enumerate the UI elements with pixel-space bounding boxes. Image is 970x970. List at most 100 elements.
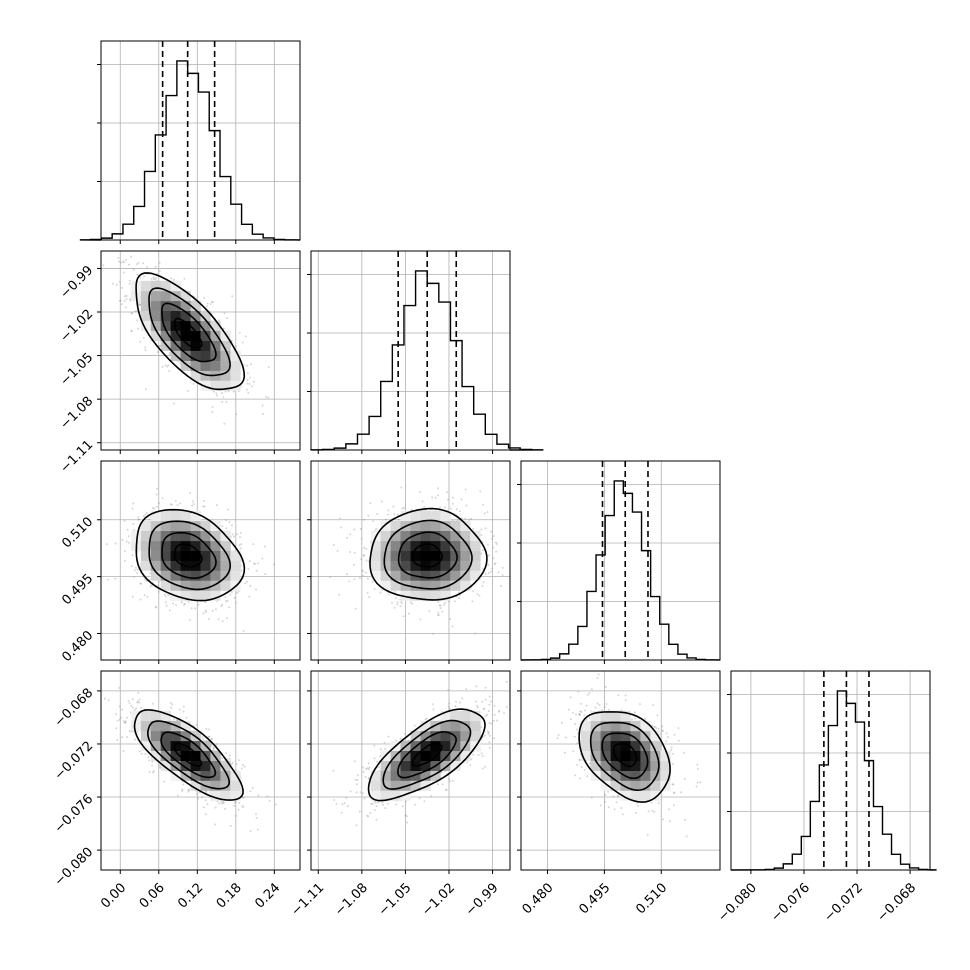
sample-point xyxy=(156,487,159,490)
sample-point xyxy=(230,590,233,593)
sample-point xyxy=(348,580,351,583)
sample-point xyxy=(240,569,243,572)
panel-grid xyxy=(521,461,720,660)
density-cell xyxy=(170,280,181,292)
sample-point xyxy=(217,618,220,621)
sample-point xyxy=(132,502,135,505)
sample-point xyxy=(449,507,452,510)
sample-point xyxy=(202,505,205,508)
sample-point xyxy=(233,596,236,599)
sample-point xyxy=(482,503,484,506)
sample-point xyxy=(444,601,447,604)
sample-point xyxy=(255,569,258,572)
sample-point xyxy=(365,547,368,550)
sample-point xyxy=(183,602,186,605)
sample-point xyxy=(488,695,491,698)
sample-point xyxy=(480,528,483,531)
sample-point xyxy=(137,302,140,305)
sample-point xyxy=(139,276,142,279)
sample-point xyxy=(432,632,435,635)
sample-point xyxy=(190,607,193,610)
density-cell xyxy=(210,330,221,341)
sample-point xyxy=(490,700,492,703)
sample-point xyxy=(122,260,124,263)
sample-point xyxy=(444,506,447,509)
sample-point xyxy=(231,295,234,298)
sample-point xyxy=(250,363,253,366)
sample-point xyxy=(154,605,157,608)
sample-point xyxy=(240,543,243,546)
sample-point xyxy=(338,517,341,520)
density-cell xyxy=(190,350,201,361)
sample-point xyxy=(423,506,426,509)
sample-point xyxy=(353,578,356,581)
sample-point xyxy=(222,396,225,399)
density-cell xyxy=(150,540,162,551)
y-tick-label: 0.480 xyxy=(59,628,96,665)
sample-point xyxy=(248,383,251,385)
sample-point xyxy=(112,282,115,285)
sample-point xyxy=(254,563,256,565)
sample-point xyxy=(363,518,366,521)
sample-point xyxy=(361,570,364,573)
sample-point xyxy=(153,277,155,280)
density-cell xyxy=(400,550,411,561)
sample-point xyxy=(106,578,109,581)
sample-point xyxy=(133,575,136,578)
sample-point xyxy=(396,603,399,606)
sample-point xyxy=(138,698,141,701)
sample-point xyxy=(446,491,449,494)
sample-point xyxy=(397,513,399,516)
sample-point xyxy=(246,382,249,385)
x-tick-label: 0.18 xyxy=(214,880,245,911)
panel-frame xyxy=(310,250,511,451)
sample-point xyxy=(146,266,148,269)
sample-point xyxy=(373,588,376,590)
sample-point xyxy=(226,617,228,620)
sample-point xyxy=(140,752,143,755)
sample-point xyxy=(136,568,139,571)
sample-point xyxy=(437,600,440,603)
sample-point xyxy=(125,294,128,297)
sample-point xyxy=(204,791,207,793)
sample-point xyxy=(157,590,160,593)
density-cell xyxy=(150,730,162,742)
sample-point xyxy=(173,402,175,405)
density-cell xyxy=(170,320,181,331)
sample-point xyxy=(187,600,190,603)
sample-point xyxy=(386,802,389,805)
sample-point xyxy=(483,512,486,515)
density-cell xyxy=(430,550,441,561)
sample-point xyxy=(251,385,253,388)
sample-point xyxy=(135,263,138,266)
sample-point xyxy=(471,600,474,603)
sample-point xyxy=(204,799,207,802)
sample-point xyxy=(239,536,241,538)
sample-point xyxy=(458,510,461,513)
sample-point xyxy=(146,595,149,598)
sample-point xyxy=(153,507,156,510)
sample-point xyxy=(501,566,504,569)
x-tick-label: 0.00 xyxy=(98,880,129,911)
sample-point xyxy=(130,329,133,332)
sample-point xyxy=(155,606,158,609)
panel-1-1 xyxy=(307,250,544,454)
density-cell xyxy=(190,300,201,311)
sample-point xyxy=(165,604,168,607)
sample-point xyxy=(128,263,130,266)
sample-point xyxy=(211,406,214,409)
sample-point xyxy=(158,261,161,264)
y-tick-label: −1.02 xyxy=(58,307,97,346)
sample-point xyxy=(264,573,267,575)
sample-point xyxy=(487,572,490,575)
density-cell xyxy=(430,570,441,581)
sample-point xyxy=(123,295,126,298)
sample-point xyxy=(231,533,234,536)
sample-point xyxy=(127,699,130,702)
sample-point xyxy=(226,599,229,602)
sample-point xyxy=(241,763,244,766)
density-cell xyxy=(140,320,152,331)
sample-point xyxy=(267,366,270,369)
sample-point xyxy=(248,595,251,598)
sample-point xyxy=(168,353,171,356)
